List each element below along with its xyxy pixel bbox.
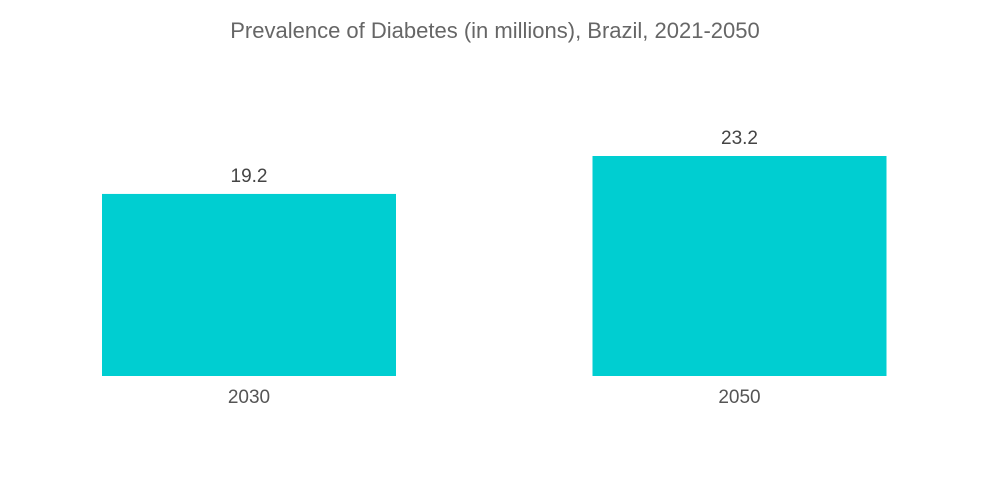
x-tick-label-2050: 2050	[718, 387, 760, 408]
bars-group	[102, 156, 887, 376]
data-label-2050: 23.2	[721, 128, 758, 149]
x-axis-ticks: 2030 2050	[228, 387, 761, 408]
chart-title: Prevalence of Diabetes (in millions), Br…	[230, 18, 759, 43]
data-label-2030: 19.2	[231, 166, 268, 187]
bar-2050	[592, 156, 887, 376]
data-labels-group: 19.2 23.2	[231, 128, 758, 187]
bar-2030	[102, 193, 396, 376]
x-tick-label-2030: 2030	[228, 387, 270, 408]
